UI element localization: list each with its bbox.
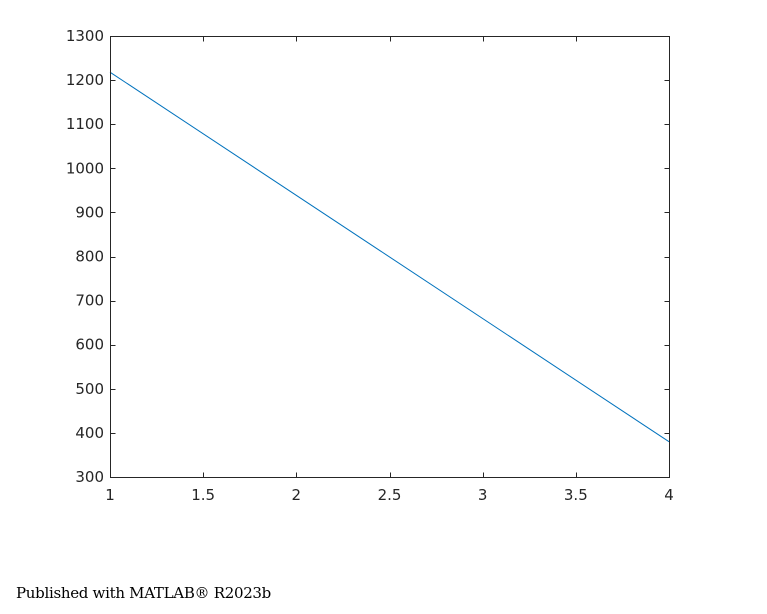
y-tick-label: 300 (75, 468, 104, 486)
y-tick-label: 400 (75, 424, 104, 442)
x-tick-label: 3 (478, 486, 488, 504)
series-layer (109, 71, 670, 443)
y-tick-label: 1200 (66, 71, 104, 89)
x-tick-label: 1.5 (191, 486, 215, 504)
y-tick-label: 700 (75, 292, 104, 310)
x-tick-label: 3.5 (564, 486, 588, 504)
y-tick-label: 1000 (66, 159, 104, 177)
axes-box (110, 36, 670, 478)
x-tick-label: 2 (292, 486, 302, 504)
publish-footer: Published with MATLAB® R2023b (16, 584, 271, 602)
y-tick-label: 1100 (66, 115, 104, 133)
y-tick-label: 1300 (66, 27, 104, 45)
y-tick-label: 600 (75, 336, 104, 354)
y-tick-label: 800 (75, 248, 104, 266)
series-line (109, 71, 670, 443)
y-tick-labels: 300 400 500 600 700 800 900 1000 1100 1200 1300 (66, 27, 104, 486)
x-tick-label: 1 (105, 486, 115, 504)
y-tick-label: 900 (75, 203, 104, 221)
x-tick-label: 4 (664, 486, 674, 504)
x-tick-label: 2.5 (378, 486, 402, 504)
x-tick-labels: 1 1.5 2 2.5 3 3.5 4 (105, 486, 674, 504)
y-tick-label: 500 (75, 380, 104, 398)
